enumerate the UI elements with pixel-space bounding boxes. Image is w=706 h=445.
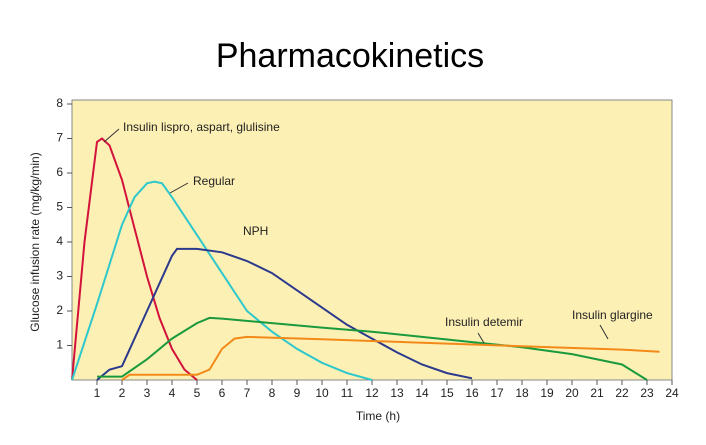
plot-area [71, 99, 673, 381]
x-tick-label: 23 [640, 386, 654, 400]
x-tick-label: 5 [194, 386, 201, 400]
y-tick-label: 6 [56, 165, 63, 179]
series-line [96, 247, 473, 381]
x-tick-label: 13 [390, 386, 404, 400]
series-label: Insulin lispro, aspart, glulisine [123, 120, 280, 134]
y-tick-label: 1 [56, 338, 63, 352]
x-tick-label: 22 [615, 386, 629, 400]
x-tick-label: 1 [94, 386, 101, 400]
x-tick-label: 6 [219, 386, 226, 400]
series-label: NPH [243, 224, 268, 238]
y-tick-label: 2 [56, 303, 63, 317]
series-line [71, 180, 373, 381]
x-tick-label: 9 [294, 386, 301, 400]
x-tick-label: 24 [665, 386, 679, 400]
y-tick-label: 8 [56, 96, 63, 110]
x-tick-label: 10 [315, 386, 329, 400]
x-tick-label: 18 [515, 386, 529, 400]
series-line [71, 137, 198, 381]
series-line [121, 335, 660, 381]
x-tick-label: 4 [169, 386, 176, 400]
y-tick-label: 5 [56, 200, 63, 214]
x-tick-label: 16 [465, 386, 479, 400]
series-label: Insulin glargine [572, 308, 653, 322]
x-tick-label: 15 [440, 386, 454, 400]
x-tick-label: 11 [341, 386, 354, 400]
chart-title: Pharmacokinetics [216, 37, 484, 75]
label-leader [103, 128, 120, 143]
label-leader [599, 324, 609, 340]
y-tick-label: 7 [56, 131, 63, 145]
x-tick-label: 20 [565, 386, 579, 400]
x-tick-label: 7 [244, 386, 251, 400]
x-tick-label: 3 [144, 386, 151, 400]
x-tick-label: 2 [119, 386, 126, 400]
x-tick-label: 12 [365, 386, 379, 400]
x-tick-label: 21 [590, 386, 604, 400]
series-label: Regular [193, 174, 235, 188]
y-tick-label: 3 [56, 269, 63, 283]
x-tick-label: 19 [540, 386, 554, 400]
x-tick-label: 17 [490, 386, 504, 400]
label-leader [477, 332, 485, 344]
label-leader [169, 182, 189, 194]
y-axis-label: Glucose infusion rate (mg/kg/min) [28, 152, 42, 331]
series-line [97, 316, 648, 381]
series-label: Insulin detemir [445, 315, 523, 329]
x-axis-label: Time (h) [356, 409, 400, 423]
y-tick-label: 4 [56, 234, 63, 248]
x-tick-label: 8 [269, 386, 276, 400]
x-tick-label: 14 [415, 386, 429, 400]
